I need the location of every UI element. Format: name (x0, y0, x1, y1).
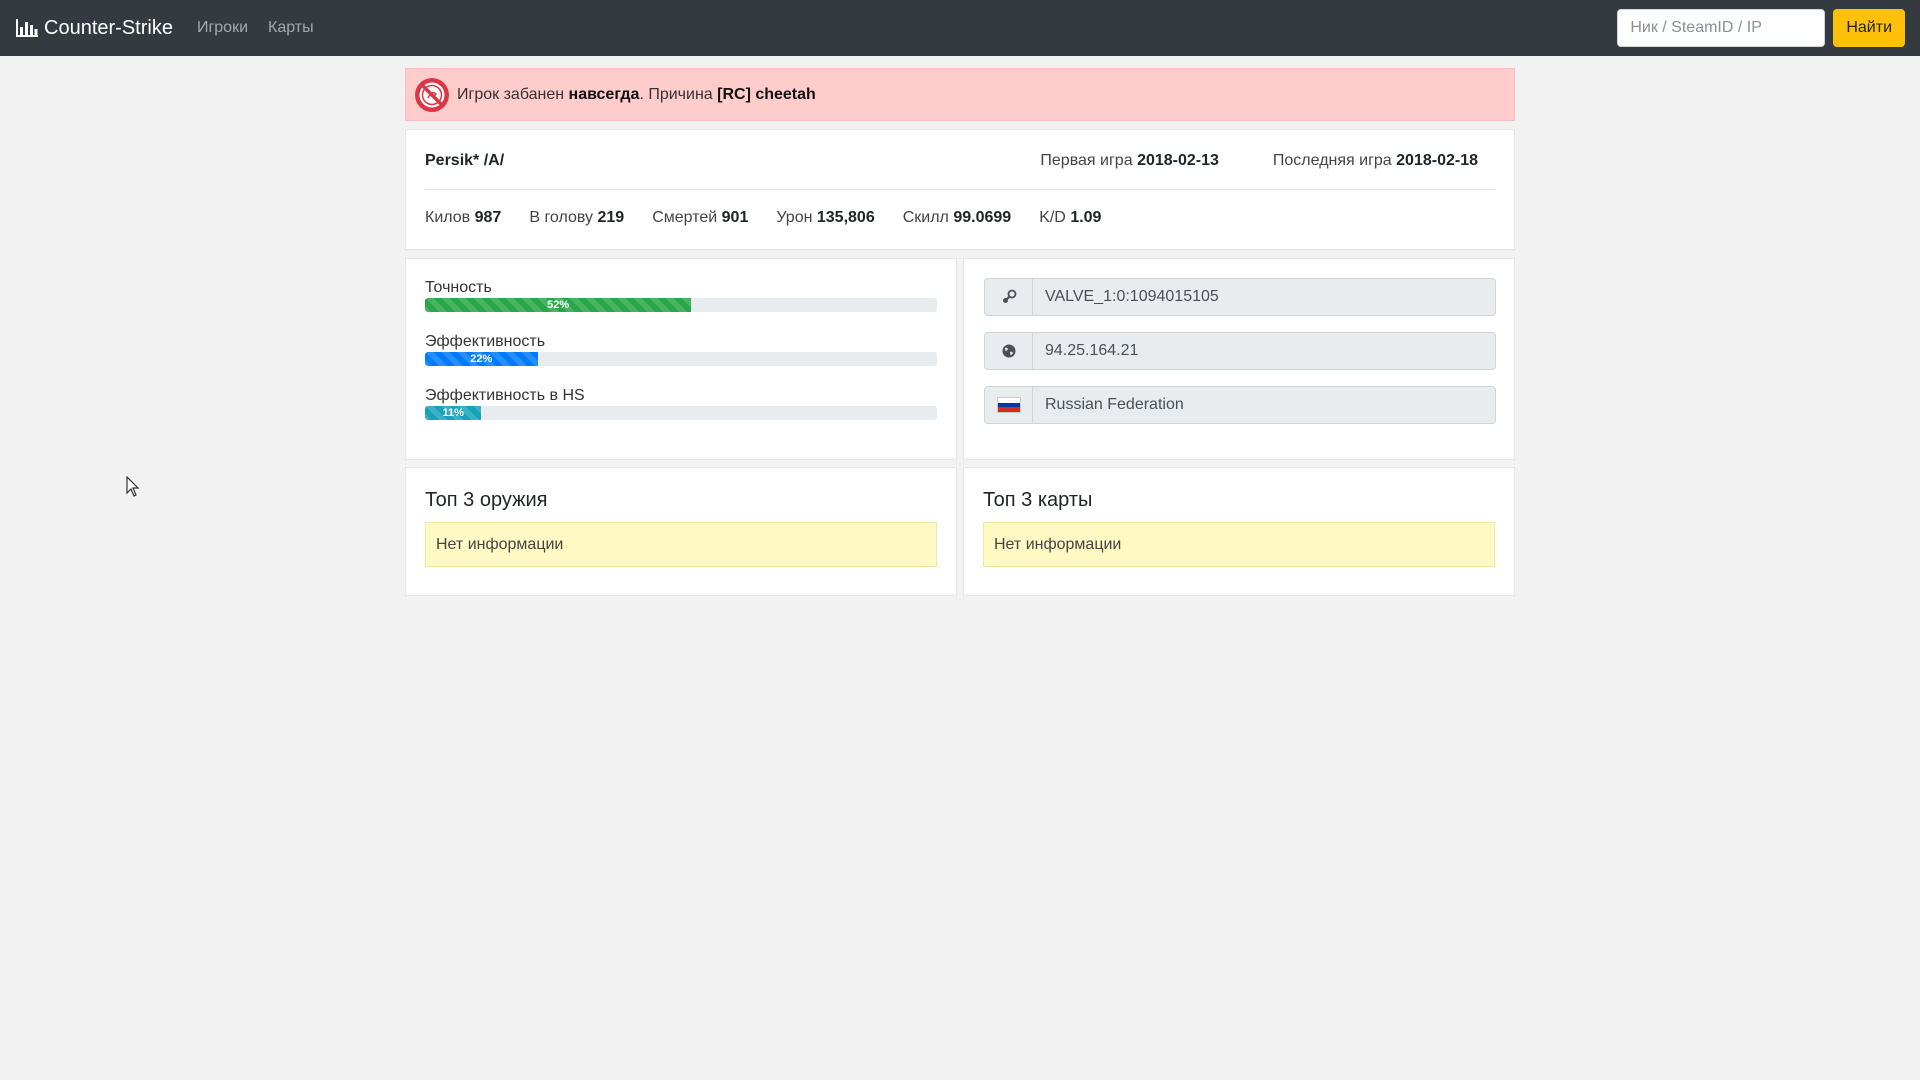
ip-prefix (984, 332, 1032, 370)
stat-label: Скилл (902, 209, 949, 226)
top-weapons-empty: Нет информации (425, 522, 937, 567)
stat-skill: Скилл 99.0699 (903, 209, 1011, 227)
stat-kd: K/D 1.09 (1039, 209, 1101, 227)
last-game-label: Последняя игра (1272, 152, 1392, 169)
hs-efficiency-progress: 11% (425, 406, 937, 420)
mouse-cursor-icon (126, 476, 140, 497)
country-prefix (984, 386, 1032, 424)
navbar: Counter-Strike Игроки Карты Найти (0, 0, 1920, 56)
ip-value[interactable]: 94.25.164.21 (1032, 332, 1496, 370)
russia-flag-icon (996, 397, 1021, 413)
stat-value: 219 (597, 209, 625, 226)
stat-value: 987 (474, 209, 502, 226)
stat-headshots: В голову 219 (529, 209, 624, 227)
country-field: Russian Federation (984, 386, 1496, 424)
stat-deaths: Смертей 901 (652, 209, 748, 227)
steam-prefix (984, 278, 1032, 316)
globe-icon (1002, 344, 1015, 358)
stat-value: 1.09 (1070, 209, 1102, 226)
player-stats: Килов 987 В голову 219 Смертей 901 Урон … (425, 209, 1129, 227)
hs-efficiency-block: Эффективность в HS 11% (425, 387, 937, 420)
stat-label: K/D (1039, 209, 1066, 226)
efficiency-block: Эффективность 22% (425, 333, 937, 366)
ban-text-before: Игрок забанен (457, 85, 569, 103)
hs-efficiency-fill: 11% (425, 406, 482, 420)
top-weapons-card: Топ 3 оружия Нет информации (405, 467, 957, 596)
country-value[interactable]: Russian Federation (1032, 386, 1496, 424)
top-weapons-title: Топ 3 оружия (425, 489, 548, 511)
steam-icon (1002, 289, 1016, 303)
stat-value: 99.0699 (953, 209, 1012, 226)
accuracy-label: Точность (425, 279, 492, 296)
brand-link[interactable]: Counter-Strike (16, 17, 173, 40)
first-game-label: Первая игра (1040, 152, 1133, 169)
player-card: Persik* /A/ Первая игра 2018-02-13 После… (405, 129, 1515, 250)
accuracy-fill: 52% (425, 298, 692, 312)
top-maps-title: Топ 3 карты (983, 489, 1093, 511)
player-info-card: VALVE_1:0:1094015105 94.25.164.21 Russia… (963, 258, 1515, 460)
brand-title: Counter-Strike (44, 16, 173, 39)
stat-label: В голову (529, 209, 594, 226)
first-game-value: 2018-02-13 (1137, 152, 1219, 169)
stat-label: Килов (425, 209, 471, 226)
divider (425, 189, 1495, 190)
ban-text-middle: . Причина (639, 85, 718, 103)
ban-reason: [RC] cheetah (717, 85, 816, 103)
hs-efficiency-label: Эффективность в HS (425, 387, 585, 404)
nav-players-link[interactable]: Игроки (196, 19, 249, 36)
efficiency-label: Эффективность (425, 333, 546, 350)
steam-id-field: VALVE_1:0:1094015105 (984, 278, 1496, 316)
player-name: Persik* /A/ (425, 152, 505, 169)
efficiency-progress: 22% (425, 352, 937, 366)
stat-kills: Килов 987 (425, 209, 501, 227)
last-game: Последняя игра 2018-02-18 (1273, 152, 1478, 170)
first-game: Первая игра 2018-02-13 (1040, 152, 1219, 170)
accuracy-progress: 52% (425, 298, 937, 312)
stat-damage: Урон 135,806 (776, 209, 874, 227)
stat-label: Смертей (652, 209, 718, 226)
stat-label: Урон (776, 209, 813, 226)
steam-id-value[interactable]: VALVE_1:0:1094015105 (1032, 278, 1496, 316)
efficiency-fill: 22% (425, 352, 538, 366)
ip-field: 94.25.164.21 (984, 332, 1496, 370)
game-dates: Первая игра 2018-02-13 Последняя игра 20… (986, 152, 1478, 170)
top-maps-card: Топ 3 карты Нет информации (963, 467, 1515, 596)
top-maps-empty: Нет информации (983, 522, 1495, 567)
ban-icon (415, 77, 449, 112)
ban-duration: навсегда (568, 85, 640, 103)
search-input[interactable] (1617, 9, 1826, 47)
stat-value: 901 (721, 209, 749, 226)
search-button[interactable]: Найти (1833, 9, 1905, 47)
efficiency-card: Точность 52% Эффективность 22% Эффективн… (405, 258, 957, 460)
nav-maps-link[interactable]: Карты (268, 19, 314, 36)
stat-value: 135,806 (816, 209, 875, 226)
bar-chart-icon (16, 19, 38, 37)
accuracy-block: Точность 52% (425, 279, 937, 312)
last-game-value: 2018-02-18 (1396, 152, 1478, 169)
ban-alert: Игрок забанен навсегда . Причина [RC] ch… (405, 68, 1515, 121)
